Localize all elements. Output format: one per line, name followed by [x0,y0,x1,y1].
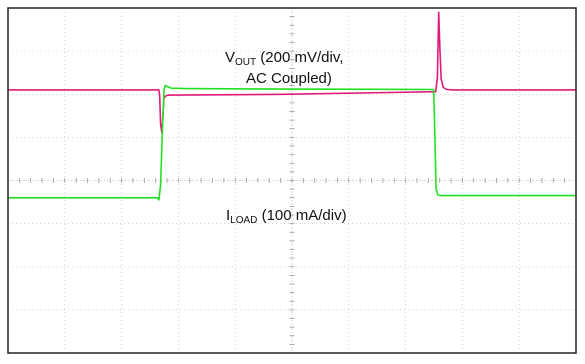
chart-grid [8,8,576,353]
vout-annotation: VOUT (200 mV/div, [225,49,343,68]
chart-traces [8,11,576,201]
vout-trace [8,11,576,134]
iload-trace [8,84,576,201]
chart-frame [7,7,577,354]
iload-annotation: ILOAD (100 mA/div) [226,207,347,226]
vout-annotation-line2: AC Coupled) [246,70,332,87]
